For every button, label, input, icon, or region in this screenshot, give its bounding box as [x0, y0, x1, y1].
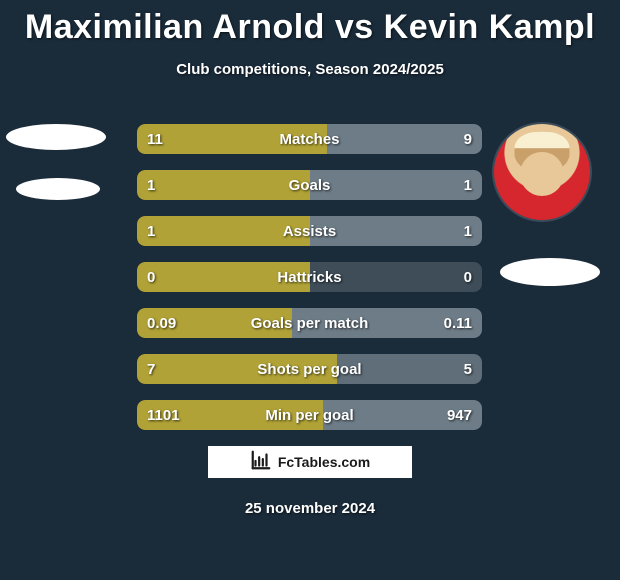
row-label: Hattricks [137, 262, 482, 292]
site-badge[interactable]: FcTables.com [208, 446, 412, 478]
footer-date: 25 november 2024 [0, 500, 620, 517]
row-label: Assists [137, 216, 482, 246]
decoration-ellipse [500, 258, 600, 286]
comparison-row: 00Hattricks [137, 262, 482, 292]
comparison-rows: 119Matches 11Goals 11Assists 00Hattricks 0.0… [137, 124, 482, 446]
row-label: Min per goal [137, 400, 482, 430]
subtitle: Club competitions, Season 2024/2025 [0, 61, 620, 78]
row-label: Goals [137, 170, 482, 200]
chart-icon [250, 449, 272, 476]
decoration-ellipse [6, 124, 106, 150]
comparison-row: 119Matches [137, 124, 482, 154]
row-label: Matches [137, 124, 482, 154]
comparison-row: 1101947Min per goal [137, 400, 482, 430]
comparison-row: 11Assists [137, 216, 482, 246]
comparison-row: 11Goals [137, 170, 482, 200]
row-label: Shots per goal [137, 354, 482, 384]
player-right-avatar [492, 122, 592, 222]
comparison-row: 0.090.11Goals per match [137, 308, 482, 338]
comparison-row: 75Shots per goal [137, 354, 482, 384]
row-label: Goals per match [137, 308, 482, 338]
site-badge-text: FcTables.com [278, 454, 370, 470]
decoration-ellipse [16, 178, 100, 200]
page-title: Maximilian Arnold vs Kevin Kampl [0, 0, 620, 47]
